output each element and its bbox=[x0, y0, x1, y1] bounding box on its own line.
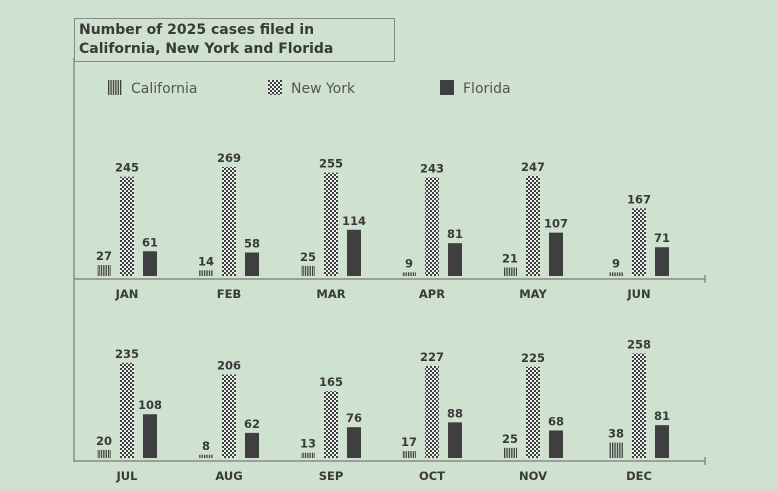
data-label: 114 bbox=[342, 214, 366, 228]
data-label: 255 bbox=[319, 157, 343, 171]
data-label: 17 bbox=[401, 435, 417, 449]
data-label: 14 bbox=[198, 254, 214, 268]
bar-new-york-mar bbox=[324, 172, 338, 276]
data-label: 62 bbox=[244, 417, 260, 431]
bar-california-oct bbox=[402, 451, 416, 458]
bar-california-mar bbox=[301, 265, 315, 276]
bar-florida-jul bbox=[143, 414, 157, 458]
data-label: 25 bbox=[502, 432, 518, 446]
data-label: 38 bbox=[608, 427, 624, 441]
x-tick-label: APR bbox=[419, 287, 445, 301]
data-label: 81 bbox=[654, 409, 670, 423]
bar-florida-feb bbox=[245, 252, 259, 276]
data-label: 9 bbox=[405, 256, 413, 270]
data-label: 167 bbox=[627, 192, 651, 206]
x-tick-label: MAY bbox=[519, 287, 547, 301]
bar-california-may bbox=[503, 267, 517, 276]
bar-new-york-jun bbox=[632, 208, 646, 276]
legend-swatch-california bbox=[108, 80, 122, 95]
data-label: 165 bbox=[319, 375, 343, 389]
legend-label: Florida bbox=[463, 81, 511, 97]
data-label: 76 bbox=[346, 411, 362, 425]
x-tick-label: DEC bbox=[626, 469, 652, 483]
data-label: 245 bbox=[115, 161, 139, 175]
data-label: 20 bbox=[96, 434, 112, 448]
bar-new-york-aug bbox=[222, 374, 236, 458]
data-label: 235 bbox=[115, 347, 139, 361]
bar-california-jun bbox=[609, 272, 623, 276]
bar-california-apr bbox=[402, 272, 416, 276]
legend-label: New York bbox=[291, 81, 356, 97]
x-tick-label: FEB bbox=[217, 287, 241, 301]
data-label: 71 bbox=[654, 231, 670, 245]
data-label: 8 bbox=[202, 439, 210, 453]
data-label: 68 bbox=[548, 414, 564, 428]
x-tick-label: JUN bbox=[626, 287, 650, 301]
legend: California New York Florida bbox=[108, 80, 511, 97]
bar-new-york-sep bbox=[324, 391, 338, 458]
data-label: 58 bbox=[244, 236, 260, 250]
bar-florida-may bbox=[549, 232, 563, 276]
data-label: 225 bbox=[521, 351, 545, 365]
x-tick-label: OCT bbox=[419, 469, 445, 483]
data-label: 25 bbox=[300, 250, 316, 264]
legend-swatch-new-york bbox=[268, 80, 282, 95]
data-label: 27 bbox=[96, 249, 112, 263]
bar-new-york-jan bbox=[120, 176, 134, 276]
data-label: 269 bbox=[217, 151, 241, 165]
data-label: 88 bbox=[447, 406, 463, 420]
chart-title: Number of 2025 cases filed in California… bbox=[74, 18, 395, 62]
data-label: 13 bbox=[300, 437, 316, 451]
bar-new-york-jul bbox=[120, 362, 134, 458]
data-label: 206 bbox=[217, 359, 241, 373]
bar-california-sep bbox=[301, 452, 315, 458]
x-tick-label: MAR bbox=[316, 287, 345, 301]
legend-label: California bbox=[131, 81, 197, 97]
bar-florida-sep bbox=[347, 427, 361, 458]
bar-new-york-feb bbox=[222, 167, 236, 276]
bar-florida-jan bbox=[143, 251, 157, 276]
legend-swatch-florida bbox=[440, 80, 454, 95]
bar-florida-dec bbox=[655, 425, 669, 458]
x-tick-label: JAN bbox=[115, 287, 139, 301]
bar-california-feb bbox=[199, 270, 213, 276]
x-tick-label: NOV bbox=[519, 469, 547, 483]
data-label: 107 bbox=[544, 217, 568, 231]
bar-new-york-oct bbox=[425, 366, 439, 458]
data-label: 227 bbox=[420, 350, 444, 364]
x-tick-label: AUG bbox=[215, 469, 242, 483]
data-label: 247 bbox=[521, 160, 545, 174]
bar-new-york-nov bbox=[526, 366, 540, 458]
bar-florida-mar bbox=[347, 229, 361, 276]
bar-new-york-may bbox=[526, 175, 540, 276]
bar-florida-apr bbox=[448, 243, 462, 276]
data-label: 258 bbox=[627, 337, 651, 351]
bar-florida-nov bbox=[549, 430, 563, 458]
bar-new-york-apr bbox=[425, 177, 439, 276]
bar-california-jul bbox=[97, 449, 111, 458]
data-label: 61 bbox=[142, 235, 158, 249]
bar-california-nov bbox=[503, 447, 517, 458]
data-label: 81 bbox=[447, 227, 463, 241]
x-tick-label: SEP bbox=[319, 469, 344, 483]
data-label: 21 bbox=[502, 251, 518, 265]
bar-california-dec bbox=[609, 442, 623, 458]
bar-florida-oct bbox=[448, 422, 462, 458]
data-label: 108 bbox=[138, 398, 162, 412]
data-label: 9 bbox=[612, 256, 620, 270]
bar-new-york-dec bbox=[632, 353, 646, 458]
bar-florida-aug bbox=[245, 432, 259, 458]
bar-california-aug bbox=[199, 454, 213, 458]
bar-california-jan bbox=[97, 265, 111, 276]
x-tick-label: JUL bbox=[116, 469, 139, 483]
data-label: 243 bbox=[420, 162, 444, 176]
bar-florida-jun bbox=[655, 247, 669, 276]
